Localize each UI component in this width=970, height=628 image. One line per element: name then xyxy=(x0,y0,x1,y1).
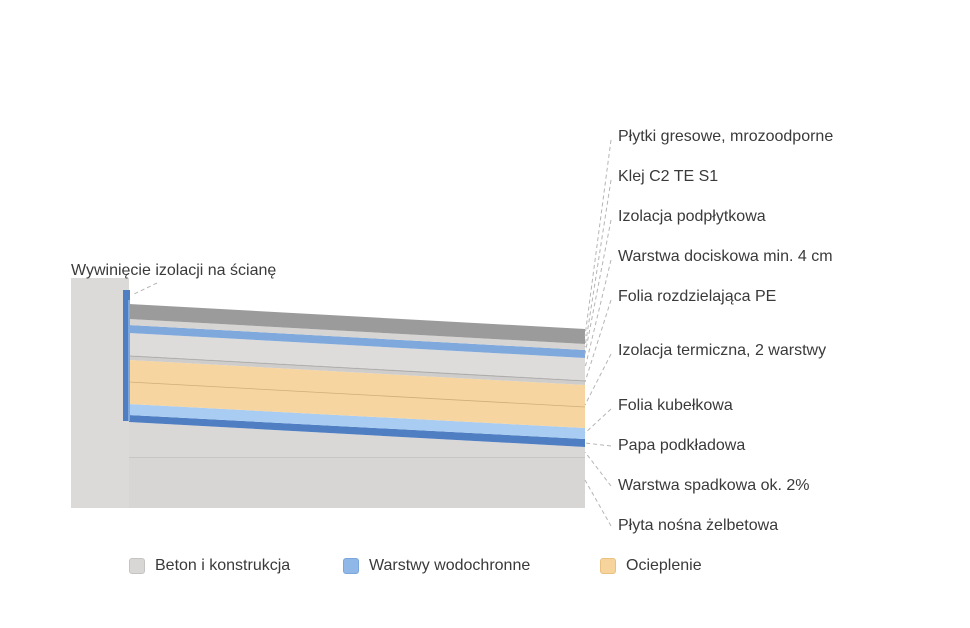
separating-foil-line xyxy=(128,355,586,382)
wall-leader-line xyxy=(133,282,158,295)
wall-upturn-edge xyxy=(128,300,130,421)
leader-line xyxy=(584,408,612,434)
leader-line xyxy=(584,451,612,487)
legend-item-waterproofing: Warstwy wodochronne xyxy=(343,557,530,575)
layer-label-adhesive: Klej C2 TE S1 xyxy=(618,168,719,185)
insulation-split-line xyxy=(128,381,586,408)
structural-slab xyxy=(129,457,585,508)
layer-label-dimple-membrane: Folia kubełkowa xyxy=(618,397,733,414)
legend-swatch-insulation xyxy=(600,558,616,574)
layer-label-protective-screed: Warstwa dociskowa min. 4 cm xyxy=(618,248,833,265)
leader-line xyxy=(584,179,612,348)
legend-swatch-waterproofing xyxy=(343,558,359,574)
protective-screed-layer xyxy=(129,333,585,380)
layer-label-tiles: Płytki gresowe, mrozoodporne xyxy=(618,128,834,145)
legend-label-waterproofing: Warstwy wodochronne xyxy=(369,557,531,574)
dimple-membrane-layer xyxy=(129,404,585,439)
layer-label-separating-foil: Folia rozdzielająca PE xyxy=(618,288,777,305)
thermal-insulation-layer xyxy=(129,360,585,428)
leader-line xyxy=(584,479,612,527)
wall-upturn-label: Wywinięcie izolacji na ścianę xyxy=(71,262,277,279)
legend-label-concrete: Beton i konstrukcja xyxy=(155,557,291,574)
legend-item-concrete: Beton i konstrukcja xyxy=(129,557,290,575)
leader-line xyxy=(584,259,612,369)
tiles-layer xyxy=(129,304,585,344)
leader-line xyxy=(584,139,612,337)
layer-label-structural-slab: Płyta nośna żelbetowa xyxy=(618,517,779,534)
layer-label-thermal-insulation: Izolacja termiczna, 2 warstwy xyxy=(618,342,827,359)
layer-label-slope-screed: Warstwa spadkowa ok. 2% xyxy=(618,477,810,494)
tile-adhesive-layer xyxy=(129,319,585,350)
leader-line xyxy=(584,442,612,447)
leader-line xyxy=(584,219,612,355)
layer-label-tile-waterproofing: Izolacja podpłytkowa xyxy=(618,208,766,225)
tile-waterproofing-layer xyxy=(129,325,585,358)
legend-label-insulation: Ocieplenie xyxy=(626,557,702,574)
wall xyxy=(71,278,129,508)
layer-label-underlay-felt: Papa podkładowa xyxy=(618,437,746,454)
slope-screed-layer xyxy=(129,422,585,457)
underlay-felt-layer xyxy=(129,415,585,447)
leader-line xyxy=(584,299,612,383)
legend-swatch-concrete xyxy=(129,558,145,574)
legend-item-insulation: Ocieplenie xyxy=(600,557,702,575)
leader-line xyxy=(584,353,612,406)
wall-upturn-waterproofing xyxy=(123,290,130,421)
legend: Beton i konstrukcja Warstwy wodochronne … xyxy=(0,557,970,581)
